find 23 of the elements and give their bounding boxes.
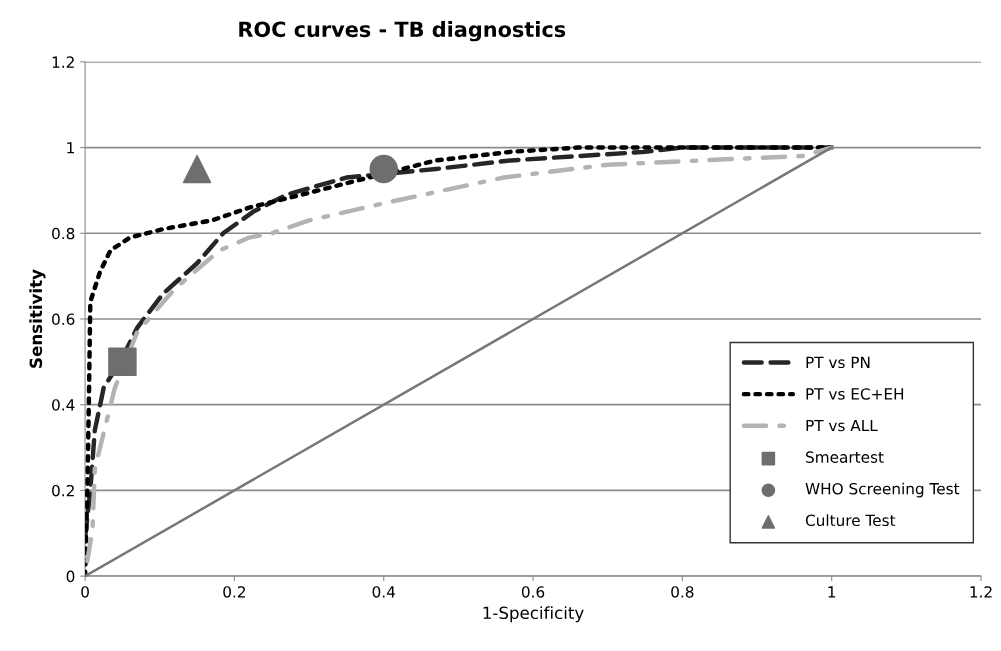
- x-tick-label: 0.6: [521, 586, 545, 598]
- y-tick-label: 0.8: [52, 227, 75, 240]
- x-tick-label: 0: [81, 586, 89, 598]
- y-axis-title: Sensitivity: [29, 269, 46, 368]
- x-tick-label: 0.2: [223, 586, 246, 598]
- legend-label: PT vs PN: [806, 356, 870, 369]
- legend-label: WHO Screening Test: [805, 482, 960, 498]
- y-tick-label: 1: [67, 142, 74, 154]
- x-axis-title: 1-Specificity: [483, 606, 584, 623]
- x-tick-label: 0.4: [372, 586, 396, 598]
- legend-label: Culture Test: [805, 514, 896, 527]
- x-tick-label: 0.8: [671, 586, 694, 598]
- chart-title: ROC curves - TB diagnostics: [239, 21, 566, 42]
- y-tick-label: 1.2: [52, 56, 74, 68]
- x-tick-label: 1: [828, 586, 836, 598]
- y-tick-label: 0.4: [52, 399, 75, 411]
- y-tick-label: 0: [66, 570, 75, 583]
- legend-label: Smeartest: [806, 451, 884, 463]
- legend-label: PT vs ALL: [806, 419, 878, 432]
- x-tick-label: 1.2: [970, 586, 992, 598]
- y-tick-label: 0.2: [52, 484, 74, 497]
- y-tick-label: 0.6: [52, 313, 75, 326]
- legend-label: PT vs EC+EH: [806, 388, 904, 400]
